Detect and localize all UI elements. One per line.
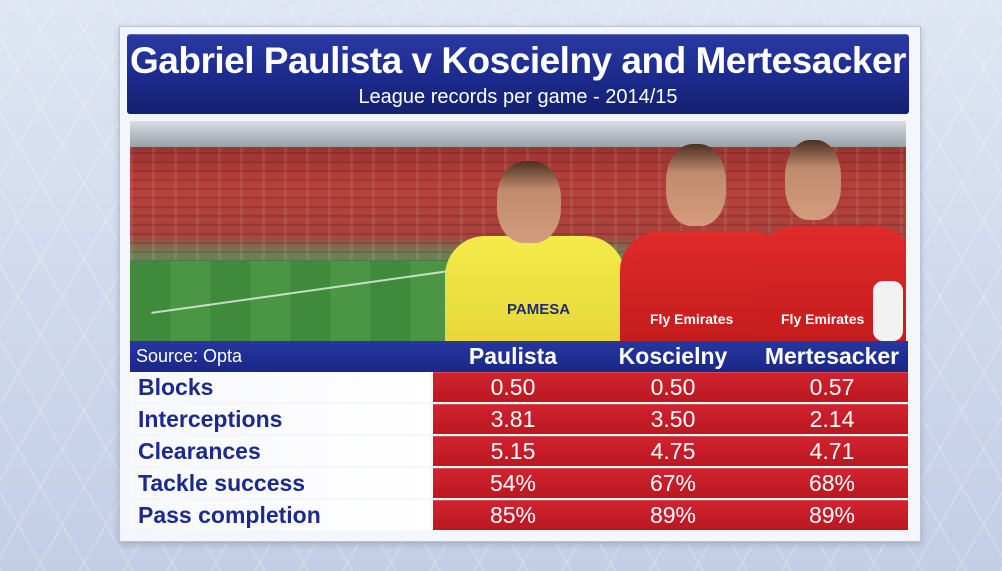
row-values: 5.15 4.75 4.71	[433, 436, 908, 466]
shirt-sponsor-text: PAMESA	[507, 301, 571, 318]
value-paulista: 5.15	[490, 438, 536, 464]
player-paulista-image: PAMESA	[435, 141, 635, 341]
stadium-photo: PAMESA Fly Emirates Fly Emirates	[130, 121, 906, 341]
row-values: 0.50 0.50 0.57	[433, 372, 908, 402]
value-mertesacker: 2.14	[809, 406, 855, 432]
value-paulista: 54%	[489, 470, 537, 496]
column-header-mertesacker: Mertesacker	[764, 343, 900, 369]
table-row: Blocks 0.50 0.50 0.57	[130, 372, 908, 404]
shirt-sponsor-text: Fly Emirates	[650, 311, 734, 327]
stats-table: Source: Opta Paulista Koscielny Mertesac…	[130, 341, 908, 532]
column-header-paulista: Paulista	[468, 343, 558, 369]
value-mertesacker: 89%	[808, 502, 856, 528]
table-row: Clearances 5.15 4.75 4.71	[130, 436, 908, 468]
shirt-sponsor-text: Fly Emirates	[781, 311, 865, 327]
page-subtitle: League records per game - 2014/15	[358, 86, 678, 108]
row-values: 85% 89% 89%	[433, 500, 908, 530]
value-koscielny: 0.50	[650, 374, 696, 400]
header-banner: Gabriel Paulista v Koscielny and Mertesa…	[127, 34, 909, 114]
table-header: Source: Opta Paulista Koscielny Mertesac…	[130, 341, 908, 372]
value-paulista: 3.81	[490, 406, 536, 432]
value-paulista: 85%	[489, 502, 537, 528]
table-row: Tackle success 54% 67% 68%	[130, 468, 908, 500]
player-head	[497, 161, 561, 243]
value-koscielny: 89%	[649, 502, 697, 528]
player-head	[785, 140, 841, 220]
page-title: Gabriel Paulista v Koscielny and Mertesa…	[130, 40, 906, 81]
value-koscielny: 3.50	[650, 406, 696, 432]
row-label: Clearances	[130, 436, 430, 466]
value-mertesacker: 4.71	[809, 438, 855, 464]
table-row: Interceptions 3.81 3.50 2.14	[130, 404, 908, 436]
white-sleeve	[873, 281, 903, 341]
row-label: Blocks	[130, 372, 430, 402]
player-head	[666, 144, 726, 226]
stadium-roof	[130, 121, 906, 147]
value-paulista: 0.50	[490, 374, 536, 400]
table-row: Pass completion 85% 89% 89%	[130, 500, 908, 532]
yellow-shirt	[445, 236, 625, 341]
column-header-koscielny: Koscielny	[618, 343, 728, 369]
value-koscielny: 67%	[649, 470, 697, 496]
value-mertesacker: 68%	[808, 470, 856, 496]
row-values: 54% 67% 68%	[433, 468, 908, 498]
row-label: Interceptions	[130, 404, 430, 434]
row-values: 3.81 3.50 2.14	[433, 404, 908, 434]
row-label: Pass completion	[130, 500, 430, 530]
value-mertesacker: 0.57	[809, 374, 855, 400]
value-koscielny: 4.75	[650, 438, 696, 464]
row-label: Tackle success	[130, 468, 430, 498]
player-mertesacker-image: Fly Emirates	[755, 126, 906, 341]
source-label: Source: Opta	[136, 346, 243, 366]
